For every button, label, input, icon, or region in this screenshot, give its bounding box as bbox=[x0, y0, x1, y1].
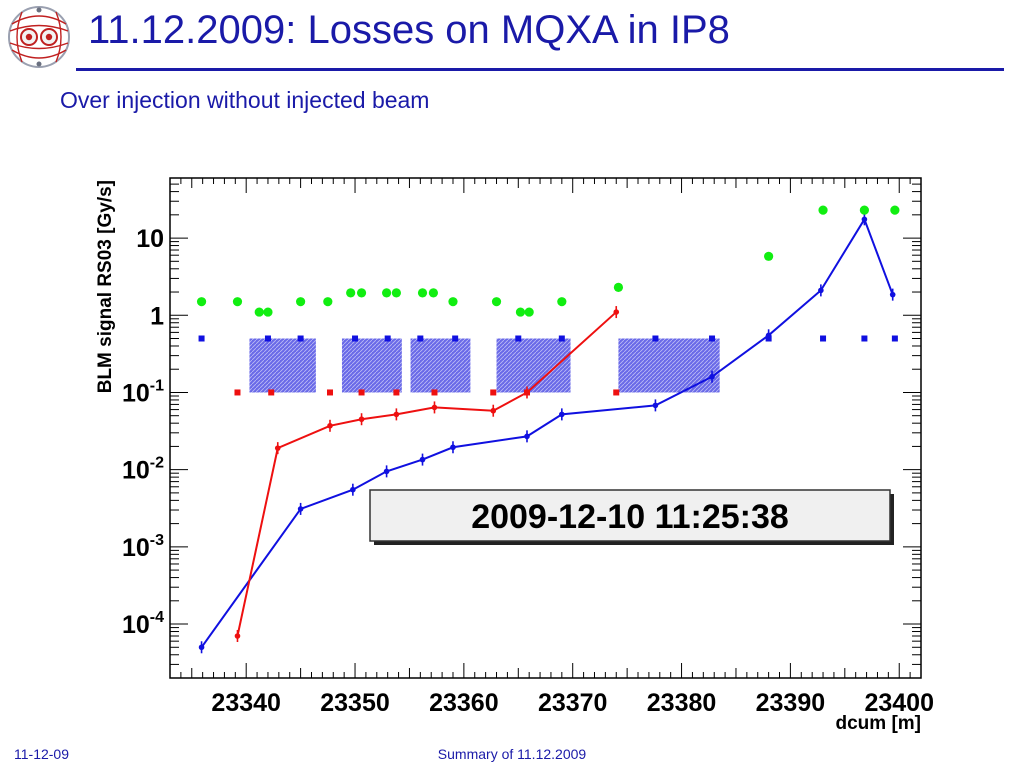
blue-data-point bbox=[889, 291, 896, 298]
blue-square-marker bbox=[352, 335, 359, 342]
x-tick-label: 23390 bbox=[756, 689, 826, 717]
blue-data-point bbox=[861, 216, 868, 223]
red-square-marker bbox=[523, 389, 530, 396]
green-marker bbox=[254, 307, 264, 317]
green-marker bbox=[764, 251, 774, 261]
blue-square-marker bbox=[417, 335, 424, 342]
blue-square-marker bbox=[198, 335, 205, 342]
red-data-point bbox=[613, 309, 620, 315]
y-tick-label: 10-2 bbox=[122, 455, 164, 485]
y-tick-label: 10-1 bbox=[122, 377, 164, 407]
slide-title: 11.12.2009: Losses on MQXA in IP8 bbox=[88, 8, 730, 52]
green-marker bbox=[448, 297, 458, 307]
blue-data-point bbox=[652, 402, 659, 409]
x-tick-label: 23370 bbox=[538, 689, 608, 717]
red-data-point bbox=[234, 633, 241, 639]
shaded-band-3 bbox=[410, 338, 471, 393]
green-marker bbox=[391, 288, 401, 298]
red-square-marker bbox=[268, 389, 275, 396]
red-data-point bbox=[327, 422, 333, 429]
timestamp-annotation: 2009-12-10 11:25:38 bbox=[471, 498, 789, 536]
green-marker bbox=[859, 205, 870, 215]
annotation-box bbox=[369, 489, 891, 542]
plot-frame bbox=[169, 177, 922, 679]
blue-data-point bbox=[450, 444, 456, 451]
red-data-point bbox=[274, 445, 281, 451]
y-axis-title: BLM signal RS03 [Gy/s] bbox=[95, 180, 116, 393]
blue-square-marker bbox=[452, 335, 459, 342]
blue-square-marker bbox=[861, 335, 868, 342]
green-marker bbox=[346, 288, 356, 298]
red-data-point bbox=[490, 407, 497, 414]
blue-data-point bbox=[198, 644, 205, 651]
red-square-marker bbox=[234, 389, 241, 396]
red-data-point bbox=[358, 416, 365, 423]
x-tick-label: 23400 bbox=[864, 689, 934, 717]
blue-data-point bbox=[818, 287, 824, 294]
green-marker bbox=[232, 297, 243, 307]
x-tick-label: 23340 bbox=[211, 689, 281, 717]
blue-data-point bbox=[559, 411, 565, 418]
green-marker bbox=[417, 288, 428, 298]
y-tick-label: 10 bbox=[136, 225, 164, 253]
blue-data-point bbox=[350, 486, 356, 493]
y-tick-label: 10-4 bbox=[122, 609, 164, 639]
green-marker bbox=[818, 205, 828, 215]
green-marker bbox=[381, 288, 392, 298]
green-marker bbox=[613, 282, 624, 292]
blue-square-marker bbox=[652, 335, 659, 342]
red-data-point bbox=[393, 411, 400, 418]
blue-data-point bbox=[383, 468, 390, 475]
blue-series-line bbox=[200, 217, 894, 648]
green-marker bbox=[890, 205, 900, 215]
green-marker bbox=[196, 297, 207, 307]
shaded-band-2 bbox=[341, 338, 402, 393]
red-data-point bbox=[431, 404, 438, 411]
blue-square-marker bbox=[515, 335, 522, 342]
shaded-band-1 bbox=[249, 338, 316, 393]
slide-subtitle: Over injection without injected beam bbox=[60, 87, 430, 113]
red-square-marker bbox=[490, 389, 497, 396]
y-tick-label: 10-3 bbox=[122, 532, 164, 562]
red-square-marker bbox=[358, 389, 365, 396]
green-marker bbox=[428, 288, 438, 298]
title-divider bbox=[76, 68, 1004, 71]
blue-data-point bbox=[709, 373, 715, 380]
footer-date: 11-12-09 bbox=[14, 746, 70, 762]
blue-square-marker bbox=[558, 335, 565, 342]
x-tick-label: 23380 bbox=[647, 689, 717, 717]
x-tick-label: 23350 bbox=[320, 689, 390, 717]
green-marker bbox=[323, 297, 333, 307]
blue-data-point bbox=[419, 456, 426, 463]
green-marker bbox=[296, 297, 306, 307]
red-square-marker bbox=[393, 389, 400, 396]
green-marker bbox=[557, 297, 567, 307]
blue-square-marker bbox=[820, 335, 827, 342]
y-tick-label: 1 bbox=[150, 302, 164, 330]
blue-square-marker bbox=[891, 335, 898, 342]
blue-square-marker bbox=[297, 335, 304, 342]
x-axis-title: dcum [m] bbox=[836, 713, 922, 734]
green-marker bbox=[491, 297, 502, 307]
blue-data-point bbox=[524, 433, 530, 440]
shaded-band-5 bbox=[618, 338, 720, 393]
green-marker bbox=[263, 307, 273, 317]
footer-summary: Summary of 11.12.2009 bbox=[437, 746, 587, 762]
x-tick-label: 23360 bbox=[429, 689, 499, 717]
red-square-marker bbox=[326, 389, 333, 396]
red-square-marker bbox=[613, 389, 620, 396]
green-marker bbox=[515, 307, 526, 317]
cern-lhc-logo bbox=[8, 6, 70, 68]
shaded-band-4 bbox=[496, 338, 571, 393]
green-marker bbox=[356, 288, 367, 298]
blue-square-marker bbox=[384, 335, 391, 342]
red-square-marker bbox=[431, 389, 438, 396]
blue-square-marker bbox=[765, 335, 772, 342]
green-marker bbox=[524, 307, 534, 317]
blue-square-marker bbox=[709, 335, 716, 342]
blue-square-marker bbox=[264, 335, 271, 342]
blue-data-point bbox=[297, 506, 304, 512]
